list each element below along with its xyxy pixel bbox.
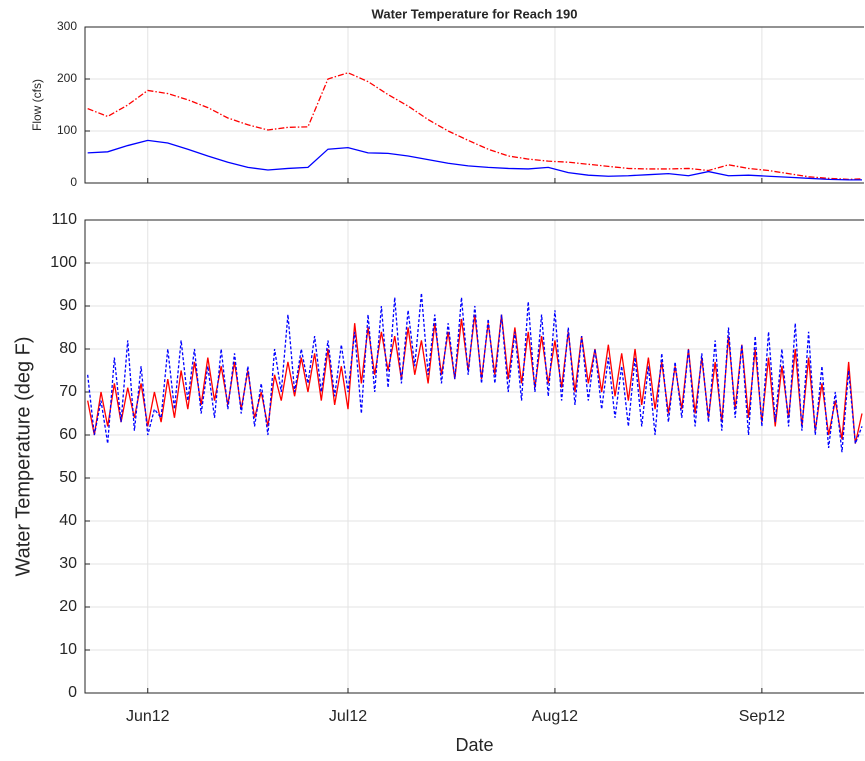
- y-tick-label: 10: [59, 641, 77, 658]
- series-line: [87, 314, 863, 444]
- series-line: [87, 139, 862, 181]
- x-tick-label: Jun12: [126, 708, 170, 725]
- y-tick-label: 90: [59, 297, 77, 314]
- y-tick-label: 20: [59, 598, 77, 615]
- y-tick-label: 70: [59, 383, 77, 400]
- x-axis-label: Date: [455, 735, 493, 755]
- y-tick-label: 50: [59, 469, 77, 486]
- y-tick-label: 60: [59, 426, 77, 443]
- series-line: [87, 72, 863, 181]
- y-tick-label: 200: [57, 71, 77, 85]
- y-axis-label: Flow (cfs): [30, 79, 44, 131]
- series-line: [87, 293, 863, 453]
- y-tick-label: 100: [50, 254, 77, 271]
- y-tick-label: 80: [59, 340, 77, 357]
- axes-box: [84, 219, 864, 694]
- y-tick-label: 300: [57, 19, 77, 33]
- plot-area: [85, 27, 864, 183]
- chart-title: Water Temperature for Reach 190: [372, 6, 578, 21]
- x-tick-label: Sep12: [739, 708, 785, 725]
- y-tick-label: 30: [59, 555, 77, 572]
- axes-box: [84, 26, 864, 184]
- plot-area: [85, 220, 864, 693]
- y-tick-label: 110: [51, 211, 77, 228]
- y-tick-label: 40: [59, 512, 77, 529]
- y-tick-label: 100: [57, 123, 77, 137]
- x-tick-label: Jul12: [329, 708, 367, 725]
- x-tick-label: Aug12: [532, 708, 578, 725]
- y-axis-label: Water Temperature (deg F): [12, 336, 34, 576]
- y-tick-label: 0: [70, 175, 77, 189]
- y-tick-label: 0: [68, 684, 77, 701]
